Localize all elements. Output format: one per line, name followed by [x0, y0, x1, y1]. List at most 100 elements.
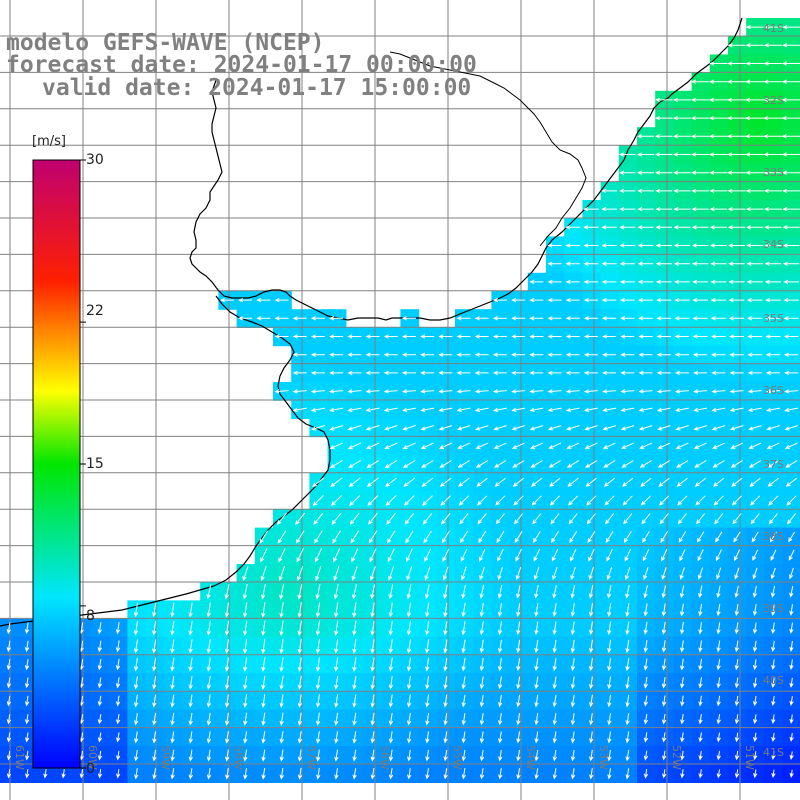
wind-arrow: [583, 279, 599, 285]
wind-arrow: [224, 639, 230, 654]
wind-arrow: [745, 43, 764, 48]
wind-arrow: [370, 694, 375, 708]
wind-arrow: [534, 658, 539, 672]
lon-label: 56W: [378, 745, 391, 770]
wind-arrow: [675, 425, 689, 431]
wind-arrow: [771, 751, 776, 761]
wind-arrow: [261, 675, 266, 690]
wind-arrow: [763, 188, 782, 194]
wind-arrow: [330, 477, 343, 487]
wind-arrow: [511, 334, 526, 339]
wind-arrow: [674, 370, 689, 376]
wind-arrow: [607, 731, 612, 744]
wind-arrow: [352, 620, 357, 636]
wind-arrow: [621, 442, 634, 449]
wind-arrow: [219, 297, 234, 303]
wind-arrow: [421, 460, 434, 468]
wind-arrow: [225, 731, 230, 744]
wind-arrow: [588, 676, 594, 690]
wind-arrow: [456, 407, 471, 412]
wind-arrow: [295, 530, 305, 544]
wind-arrow: [292, 334, 307, 339]
wind-arrow: [661, 640, 667, 653]
wind-arrow: [279, 583, 285, 600]
wind-arrow: [694, 477, 707, 487]
wind-arrow: [512, 460, 525, 468]
wind-arrow: [348, 459, 361, 469]
wind-arrow: [771, 696, 776, 707]
wind-arrow: [401, 389, 416, 394]
lon-label: 52W: [670, 745, 683, 770]
wind-arrow: [456, 334, 471, 339]
wind-arrow: [620, 370, 635, 376]
wind-arrow: [708, 115, 728, 121]
wind-arrow: [734, 732, 740, 743]
wind-arrow: [752, 659, 758, 671]
wind-arrow: [655, 261, 672, 266]
wind-arrow: [672, 134, 691, 139]
wind-arrow: [278, 548, 286, 563]
wind-arrow: [388, 657, 394, 672]
wind-arrow: [570, 731, 576, 744]
wind-arrow: [734, 769, 740, 779]
wind-arrow: [368, 530, 378, 544]
wind-arrow: [547, 243, 562, 248]
wind-arrow: [732, 513, 742, 525]
wind-arrow: [243, 712, 248, 726]
wind-arrow: [493, 442, 507, 449]
wind-arrow: [512, 477, 525, 487]
wind-arrow: [643, 658, 648, 671]
wind-arrow: [386, 512, 396, 525]
wind-arrow: [661, 567, 667, 580]
wind-arrow: [310, 407, 326, 413]
wind-arrow: [753, 769, 758, 779]
wind-arrow: [693, 407, 708, 412]
wind-arrow: [745, 134, 765, 139]
lat-label: 39S: [763, 602, 784, 615]
wind-arrow: [365, 442, 380, 449]
wind-arrow: [727, 170, 746, 175]
wind-arrow: [498, 694, 503, 708]
wind-arrow: [224, 620, 230, 636]
wind-arrow: [25, 750, 30, 761]
wind-arrow: [662, 769, 667, 779]
lon-label: 55W: [451, 745, 464, 770]
wind-arrow: [422, 512, 433, 525]
latitude-labels: 32S 33S 34S 35S 36S 37S 38S 39S 40S 41S 41S: [763, 22, 784, 759]
wind-arrow: [781, 134, 800, 139]
wind-arrow: [726, 97, 747, 103]
wind-arrow: [711, 370, 726, 376]
wind-arrow: [603, 460, 616, 468]
wind-arrow: [716, 658, 721, 671]
wind-arrow: [479, 639, 485, 654]
wind-arrow: [583, 206, 599, 212]
wind-arrow: [477, 513, 487, 525]
wind-arrow: [781, 170, 800, 175]
wind-arrow: [690, 97, 710, 103]
wind-arrow: [752, 567, 758, 580]
wind-arrow: [206, 749, 212, 762]
wind-arrow: [601, 206, 617, 212]
wind-arrow: [727, 43, 746, 48]
wind-arrow: [747, 352, 762, 357]
wind-arrow: [420, 370, 435, 376]
wind-arrow: [782, 188, 800, 194]
wind-arrow: [698, 622, 703, 635]
wind-arrow: [97, 622, 102, 635]
wind-arrow: [606, 584, 612, 599]
wind-arrow: [552, 584, 557, 599]
wind-arrow: [661, 695, 667, 707]
wind-arrow: [498, 749, 503, 762]
wind-arrow: [624, 566, 631, 581]
wind-arrow: [691, 152, 710, 157]
wind-arrow: [643, 640, 648, 653]
wind-arrow: [727, 79, 746, 84]
wind-arrow: [568, 513, 578, 525]
wind-arrow: [552, 658, 557, 672]
wind-arrow: [242, 584, 248, 600]
wind-arrow: [461, 749, 467, 762]
wind-arrow: [279, 675, 284, 690]
wind-arrow: [206, 639, 211, 654]
wind-arrow: [765, 334, 781, 339]
wind-arrow: [727, 225, 746, 230]
